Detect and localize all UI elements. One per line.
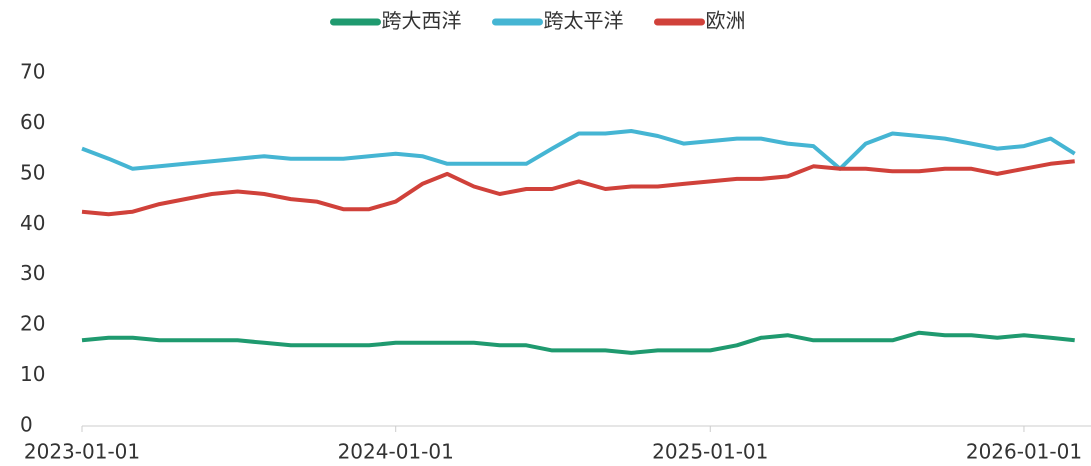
series-line: [81, 159, 1075, 217]
y-tick-label: 70: [20, 60, 45, 84]
y-tick-label: 40: [20, 211, 45, 235]
x-tick-label: 2025-01-01: [652, 440, 768, 464]
x-tick-label: 2023-01-01: [24, 440, 140, 464]
legend-text: 跨大西洋: [382, 9, 462, 33]
x-tick-label: 2026-01-01: [966, 440, 1082, 464]
y-tick-label: 10: [20, 362, 45, 386]
y-tick-label: 20: [20, 312, 45, 336]
x-tick-label: 2024-01-01: [338, 440, 454, 464]
legend-text: 跨太平洋: [544, 9, 624, 33]
y-tick-label: 50: [20, 160, 45, 184]
series-line: [81, 129, 1076, 171]
y-tick-label: 60: [20, 110, 45, 134]
y-tick-label: 0: [20, 413, 33, 437]
series-line: [81, 330, 1075, 355]
y-tick-label: 30: [20, 261, 45, 285]
legend-text: 欧洲: [706, 9, 746, 33]
